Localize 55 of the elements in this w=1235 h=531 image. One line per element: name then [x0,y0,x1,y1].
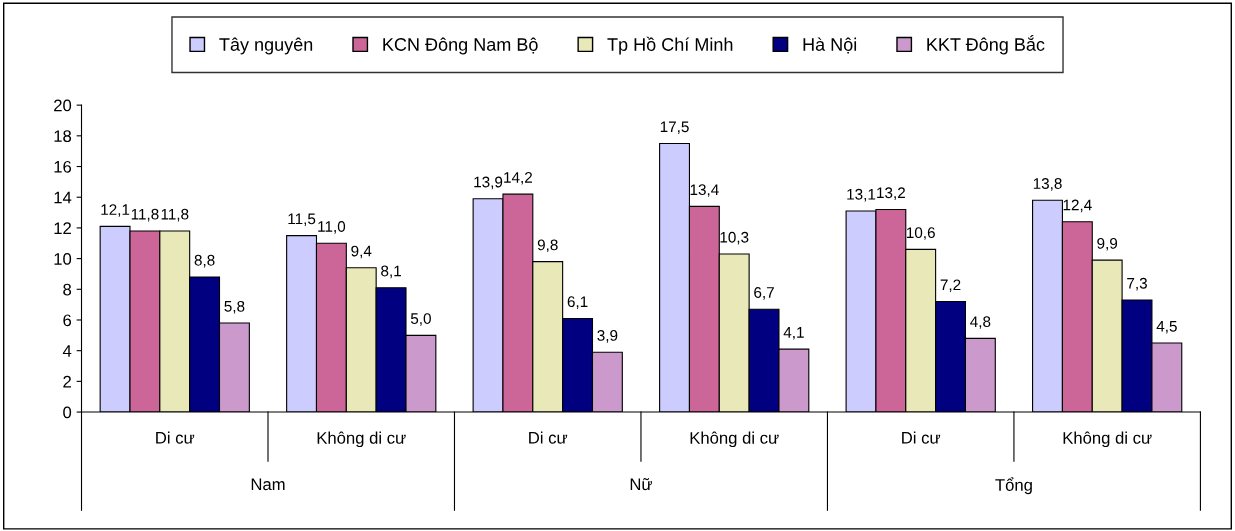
data-label: 13,8 [1033,178,1062,191]
data-label: 6,1 [567,296,588,309]
x-tick-label: Không di cư [317,431,406,448]
x-tick-label: Di cư [902,431,941,444]
data-label: 4,8 [970,316,991,329]
text: Nữ [630,478,653,491]
x-tick-label: Di cư [529,431,568,444]
data-label: 13,9 [474,176,503,190]
y-tick-label: 0 [63,406,72,419]
x-tick-label: Không di cư [1063,431,1152,448]
y-tick-label: 14 [54,191,72,204]
y-tick-label: 4 [62,345,72,357]
legend-label: Hà Nội [803,37,857,54]
data-label: 5,0 [410,313,431,326]
legend-label: Tây nguyên [219,37,313,55]
data-label: 8,1 [381,265,401,279]
text: Nam [251,478,285,491]
y-tick-label: 10 [54,253,72,265]
data-label: 9,9 [1097,237,1118,251]
text: Tổng [995,477,1032,495]
x-tick-label: Không di cư [690,431,779,448]
legend-label: Tp Hồ Chí Minh [607,36,733,55]
data-label: 11,8 [161,208,189,222]
data-label: 10,6 [906,227,935,240]
data-label: 6,7 [754,287,774,300]
data-label: 3,9 [597,330,618,343]
data-label: 4,1 [783,327,804,340]
x-tick-label: Di cư [156,431,195,444]
legend-label: KKT Đông Bắc [927,35,1045,55]
data-label: 10,3 [720,231,749,245]
y-tick-label: 6 [63,314,72,327]
y-tick-label: 16 [54,160,72,173]
data-label: 11,8 [131,208,159,222]
y-tick-label: 8 [63,283,72,296]
data-label: 9,4 [351,245,372,259]
data-label: 8,8 [194,254,215,268]
data-label: 12,4 [1063,199,1092,213]
data-label: 12,1 [101,204,130,217]
y-tick-label: 18 [54,130,72,143]
data-label: 11,0 [318,221,346,234]
data-label: 11,5 [288,213,316,227]
legend-label: KCN Đông Nam Bộ [383,37,538,55]
data-label: 14,2 [504,171,532,185]
data-label: 9,8 [537,239,558,253]
data-label: 7,2 [940,279,961,293]
y-tick-label: 2 [63,375,71,388]
y-tick-label: 20 [54,99,72,112]
data-label: 13,4 [690,184,719,197]
y-tick-label: 12 [54,222,71,234]
data-label: 17,5 [660,121,689,134]
data-label: 4,5 [1156,320,1177,334]
data-label: 7,3 [1127,277,1147,291]
data-label: 5,8 [224,300,245,314]
data-label: 13,2 [877,187,905,200]
data-label: 13,1 [847,188,876,202]
